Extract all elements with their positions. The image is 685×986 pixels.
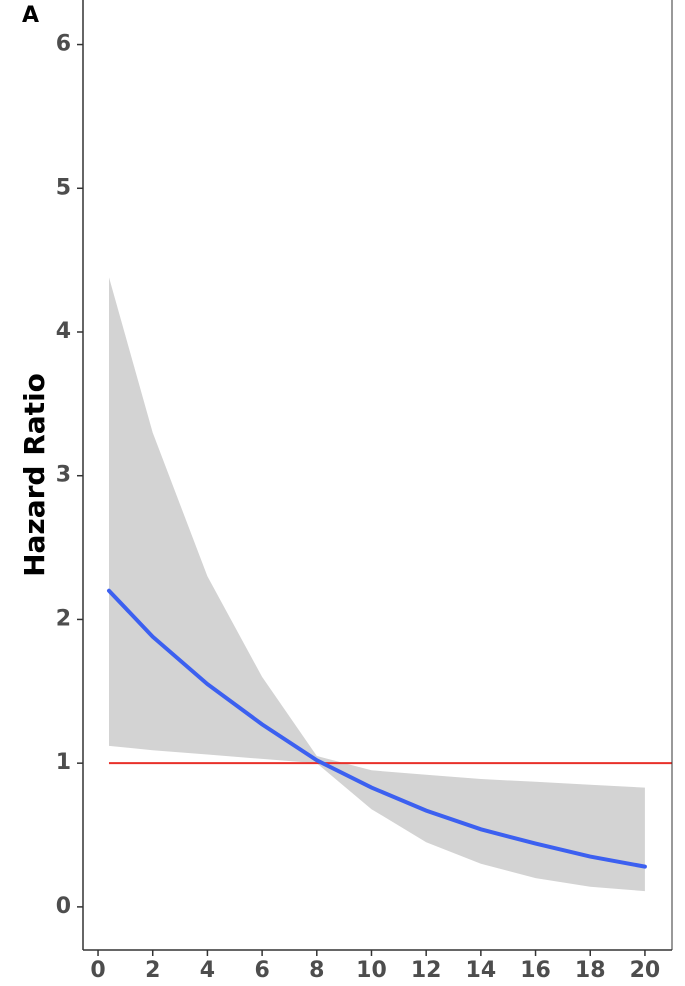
x-tick-label: 0 [90,958,105,983]
panel-label: A [22,3,39,28]
y-tick-label: 3 [56,463,71,488]
y-tick-label: 2 [56,606,71,631]
x-tick-label: 12 [411,958,442,983]
x-tick-label: 2 [145,958,160,983]
y-tick-label: 5 [56,175,71,200]
y-tick-label: 0 [56,894,71,919]
x-tick-label: 4 [200,958,215,983]
y-axis-title: Hazard Ratio [18,373,51,577]
x-tick-label: 20 [630,958,661,983]
confidence-band [109,277,645,892]
y-tick-label: 4 [56,319,71,344]
hazard-line [107,588,647,869]
x-tick-label: 14 [466,958,497,983]
x-tick-label: 6 [254,958,269,983]
y-tick-label: 1 [56,750,71,775]
y-tick-label: 6 [56,32,71,57]
x-tick-label: 16 [520,958,551,983]
x-tick-label: 8 [309,958,324,983]
x-tick-label: 18 [575,958,606,983]
x-tick-label: 10 [356,958,387,983]
